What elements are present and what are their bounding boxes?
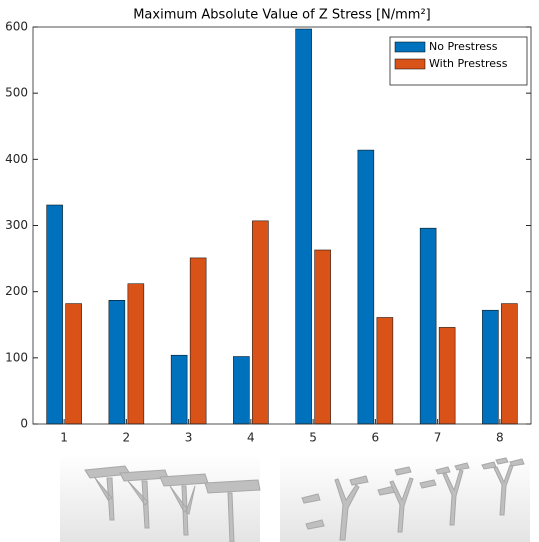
bar — [171, 355, 187, 424]
y-tick-label: 500 — [5, 86, 28, 100]
bar — [128, 284, 144, 424]
bar — [233, 357, 249, 424]
x-tick-label: 6 — [372, 431, 380, 445]
bar — [420, 228, 436, 424]
x-tick-label: 4 — [247, 431, 255, 445]
chart-title: Maximum Absolute Value of Z Stress [N/mm… — [133, 8, 431, 23]
x-tick-label: 3 — [185, 431, 193, 445]
bar — [358, 150, 374, 424]
x-tick-label: 5 — [309, 431, 317, 445]
bar — [377, 317, 393, 424]
bar — [315, 250, 331, 424]
y-tick-label: 400 — [5, 152, 28, 166]
bar — [252, 221, 268, 424]
y-tick-label: 0 — [20, 417, 28, 431]
bar — [190, 258, 206, 424]
y-tick-label: 600 — [5, 20, 28, 34]
x-tick-label: 1 — [60, 431, 68, 445]
legend-label: No Prestress — [429, 40, 498, 53]
bar — [296, 29, 312, 424]
bar — [439, 327, 455, 424]
bar — [482, 310, 498, 424]
y-tick-label: 300 — [5, 218, 28, 232]
bar — [47, 205, 63, 424]
legend-swatch — [395, 42, 425, 52]
x-tick-label: 2 — [123, 431, 131, 445]
x-tick-label: 7 — [434, 431, 442, 445]
y-tick-label: 200 — [5, 284, 28, 298]
illustration — [60, 455, 530, 542]
bar — [501, 304, 517, 424]
legend-swatch — [395, 59, 425, 69]
y-tick-label: 100 — [5, 350, 28, 364]
x-tick-label: 8 — [496, 431, 504, 445]
legend-label: With Prestress — [429, 57, 508, 70]
plot-area — [33, 27, 531, 424]
bar — [109, 300, 125, 424]
page: Maximum Absolute Value of Z Stress [N/mm… — [0, 0, 539, 542]
bar — [66, 304, 82, 424]
